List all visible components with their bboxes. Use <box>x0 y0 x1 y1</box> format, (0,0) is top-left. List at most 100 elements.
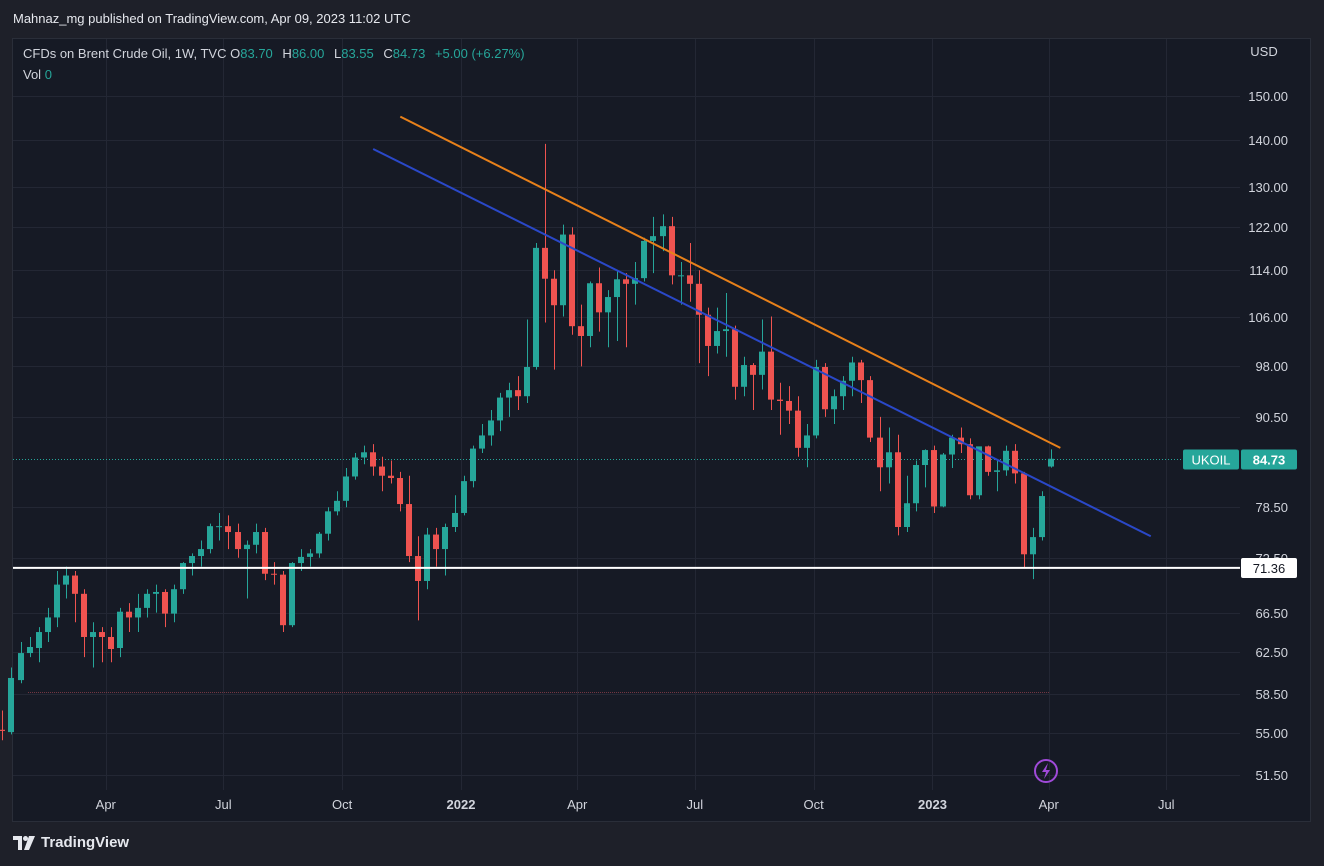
candle-body <box>840 380 846 397</box>
candle-body <box>0 729 5 731</box>
support-price-tag-value: 71.36 <box>1253 561 1286 576</box>
candle-body <box>976 446 982 496</box>
candle-body <box>913 465 919 504</box>
candle-body <box>723 329 729 332</box>
candle-body <box>271 573 277 575</box>
footer-bar <box>0 823 1324 866</box>
open-value: 83.70 <box>240 46 273 61</box>
low-value: 83.55 <box>341 46 374 61</box>
candle-body <box>551 278 557 306</box>
candle-body <box>225 526 231 533</box>
tradingview-logo[interactable]: TradingView <box>13 834 129 851</box>
candle-body <box>786 400 792 411</box>
candle-body <box>253 532 259 545</box>
candle-body <box>904 503 910 527</box>
y-axis-tick-label: 140.00 <box>1248 133 1288 148</box>
candle-body <box>768 351 774 400</box>
candle-body <box>452 512 458 527</box>
candle-body <box>90 632 96 637</box>
candle-body <box>940 454 946 507</box>
candle-body <box>244 544 250 550</box>
candle-body <box>352 457 358 477</box>
publisher-bar: Mahnaz_mg published on TradingView.com, … <box>0 0 1324 38</box>
candle-body <box>813 367 819 436</box>
candle-body <box>1012 450 1018 474</box>
candle-body <box>316 533 322 554</box>
tradingview-logo-text: TradingView <box>41 834 130 851</box>
y-axis-tick-label: 51.50 <box>1255 768 1288 783</box>
candle-body <box>361 452 367 458</box>
candle-body <box>605 297 611 313</box>
candle-body <box>678 275 684 277</box>
symbol-tag-label: UKOIL <box>1191 453 1230 468</box>
candle-body <box>560 234 566 306</box>
y-axis-tick-label: 58.50 <box>1255 687 1288 702</box>
candle-body <box>524 367 530 397</box>
currency-label: USD <box>1250 44 1277 59</box>
symbol-description[interactable]: CFDs on Brent Crude Oil, 1W, TVC <box>23 46 227 61</box>
candle-body <box>307 553 313 557</box>
candle-body <box>108 636 114 650</box>
candle-body <box>442 526 448 550</box>
x-axis-tick-label: Apr <box>567 797 588 812</box>
candle-body <box>406 504 412 557</box>
candle-body <box>216 526 222 528</box>
candle-body <box>822 367 828 410</box>
candle-body <box>985 446 991 472</box>
candle-body <box>488 420 494 436</box>
candle-body <box>343 476 349 501</box>
candle-body <box>641 240 647 279</box>
candle-body <box>949 437 955 455</box>
candle-body <box>1039 496 1045 538</box>
candle-body <box>334 500 340 512</box>
candle-body <box>967 444 973 496</box>
candle-body <box>931 450 937 507</box>
candle-body <box>587 283 593 336</box>
candle-body <box>858 362 864 381</box>
y-axis-tick-label: 98.00 <box>1255 359 1288 374</box>
candle-body <box>189 556 195 564</box>
change-value: +5.00 (+6.27%) <box>434 46 525 61</box>
x-axis-tick-label: Jul <box>215 797 232 812</box>
candle-body <box>36 632 42 648</box>
candle-body <box>732 329 738 387</box>
candle-body <box>886 452 892 468</box>
candle-body <box>831 396 837 410</box>
candle-body <box>804 435 810 448</box>
candle-body <box>18 653 24 681</box>
candle-body <box>759 351 765 375</box>
candle-body <box>27 646 33 654</box>
candle-body <box>994 470 1000 472</box>
chart-frame[interactable] <box>12 38 1311 822</box>
x-axis-tick-label: Oct <box>332 797 353 812</box>
y-axis-tick-label: 90.50 <box>1255 410 1288 425</box>
candle-body <box>705 314 711 346</box>
candle-body <box>397 478 403 505</box>
candle-body <box>867 380 873 438</box>
y-axis-tick-label: 150.00 <box>1248 89 1288 104</box>
candle-body <box>153 591 159 594</box>
candle-body <box>669 226 675 276</box>
symbol-tag <box>1183 449 1239 470</box>
close-label: C <box>383 46 393 61</box>
candle-body <box>741 365 747 387</box>
candle-body <box>650 236 656 241</box>
volume-legend-row: Vol 0 <box>23 66 525 87</box>
volume-label: Vol <box>23 67 42 82</box>
candle-body <box>569 234 575 327</box>
y-axis-tick-label: 55.00 <box>1255 726 1288 741</box>
candle-body <box>235 532 241 550</box>
candle-body <box>1003 450 1009 471</box>
volume-value: 0 <box>44 67 52 82</box>
candle-body <box>750 365 756 375</box>
candle-body <box>795 410 801 448</box>
candle-body <box>126 611 132 618</box>
candle-body <box>433 534 439 550</box>
y-axis-tick-label: 130.00 <box>1248 180 1288 195</box>
candle-body <box>714 331 720 346</box>
candle-body <box>162 591 168 614</box>
candle-body <box>479 435 485 449</box>
y-axis-tick-label: 106.00 <box>1248 310 1288 325</box>
candle-body <box>289 563 295 626</box>
